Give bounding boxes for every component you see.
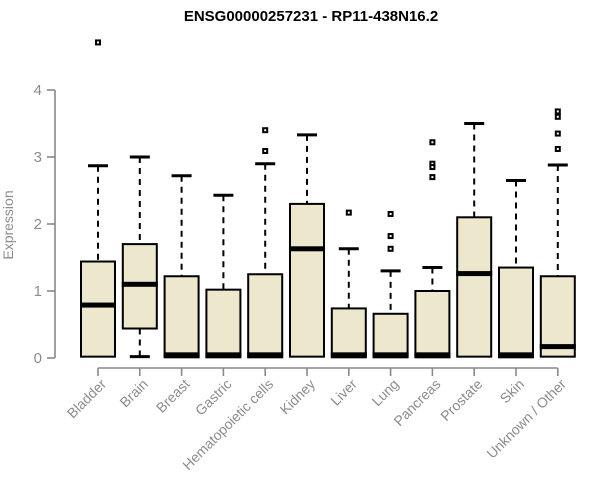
outlier-point-center bbox=[389, 212, 392, 215]
outlier-point-center bbox=[97, 41, 99, 44]
iqr-box bbox=[456, 216, 493, 358]
outlier-point-center bbox=[389, 247, 392, 250]
x-category-label: Kidney bbox=[277, 376, 319, 418]
y-tick-label: 0 bbox=[34, 350, 42, 367]
x-category-label: Prostate bbox=[437, 376, 485, 424]
median-line bbox=[247, 352, 284, 358]
x-category-label: Brain bbox=[116, 376, 150, 410]
boxplot-group-gastric bbox=[205, 193, 242, 359]
median-line bbox=[372, 352, 409, 358]
boxplot-group-liver bbox=[330, 209, 367, 359]
iqr-box bbox=[205, 288, 242, 359]
outlier-point-center bbox=[431, 141, 434, 144]
boxplot-group-prostate bbox=[456, 122, 493, 358]
y-tick-label: 3 bbox=[34, 149, 42, 166]
iqr-box bbox=[539, 275, 576, 358]
boxplot-group-lung bbox=[372, 210, 409, 359]
boxplot-group-hematopoietic-cells bbox=[247, 127, 284, 359]
boxplot-group-brain bbox=[121, 155, 158, 359]
x-category-label: Breast bbox=[153, 376, 193, 416]
boxplot-group-kidney bbox=[289, 133, 325, 358]
outlier-point-center bbox=[431, 162, 434, 165]
median-line bbox=[498, 352, 534, 358]
boxplot-group-skin bbox=[498, 178, 534, 359]
median-line bbox=[121, 281, 158, 287]
x-category-label: Skin bbox=[497, 376, 528, 407]
boxplot-group-breast bbox=[163, 174, 200, 359]
median-line bbox=[539, 344, 576, 350]
boxplot-group-pancreas bbox=[414, 139, 451, 359]
boxplot-group-bladder bbox=[80, 39, 116, 358]
x-category-label: Bladder bbox=[64, 376, 110, 422]
outlier-point-center bbox=[556, 147, 559, 150]
outlier-point-center bbox=[556, 110, 559, 113]
x-category-label: Lung bbox=[368, 376, 401, 409]
median-line bbox=[289, 246, 325, 252]
iqr-box bbox=[330, 307, 367, 359]
chart-title: ENSG00000257231 - RP11-438N16.2 bbox=[183, 8, 439, 25]
outlier-point-center bbox=[431, 176, 434, 179]
iqr-box bbox=[372, 312, 409, 359]
y-axis: 0 1 2 3 4 bbox=[34, 82, 56, 367]
iqr-box bbox=[247, 273, 284, 359]
outlier-point-center bbox=[431, 166, 434, 169]
median-line bbox=[414, 352, 451, 358]
outlier-point-center bbox=[264, 149, 267, 152]
median-line bbox=[163, 352, 200, 358]
iqr-box bbox=[498, 266, 534, 359]
outlier-point-center bbox=[389, 235, 392, 238]
boxplot-group-unknown-other bbox=[539, 108, 576, 358]
iqr-box bbox=[289, 202, 325, 358]
iqr-box bbox=[80, 260, 116, 358]
iqr-box bbox=[163, 275, 200, 359]
x-category-label: Liver bbox=[327, 376, 360, 409]
median-line bbox=[80, 302, 116, 308]
outlier-point-center bbox=[347, 211, 350, 214]
outlier-point-center bbox=[556, 115, 559, 118]
outlier-point-center bbox=[556, 132, 559, 135]
median-line bbox=[330, 352, 367, 358]
y-tick-label: 1 bbox=[34, 283, 42, 300]
outlier-point-center bbox=[264, 129, 267, 132]
median-line bbox=[456, 271, 493, 277]
y-tick-label: 2 bbox=[34, 216, 42, 233]
y-tick-label: 4 bbox=[34, 82, 42, 99]
x-category-label: Unknown / Other bbox=[483, 376, 569, 462]
median-line bbox=[205, 352, 242, 358]
iqr-box bbox=[414, 290, 451, 359]
